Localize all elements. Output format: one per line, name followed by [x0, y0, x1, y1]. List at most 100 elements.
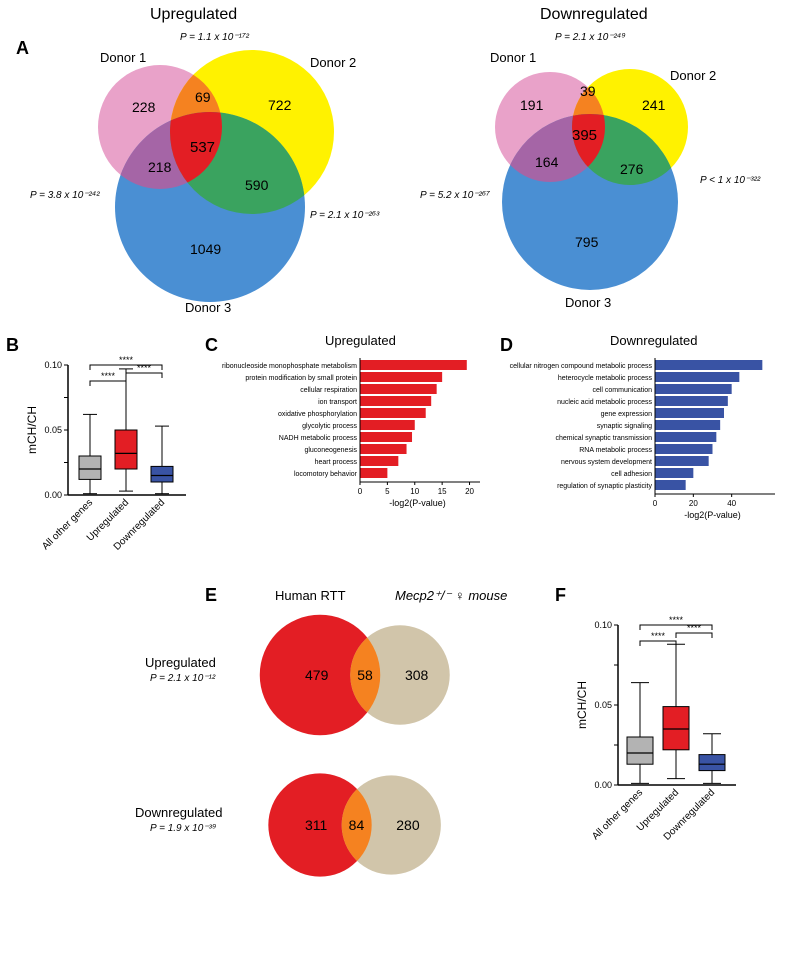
svg-text:0.05: 0.05 [594, 700, 612, 710]
panel-d-title: Downregulated [610, 333, 697, 348]
up-donor3-label: Donor 3 [185, 300, 231, 312]
e-up-title: Upregulated [145, 655, 216, 670]
svg-text:nucleic acid metabolic process: nucleic acid metabolic process [557, 399, 652, 406]
svg-text:cellular nitrogen compound met: cellular nitrogen compound metabolic pro… [510, 363, 653, 370]
dn-d1d3: 164 [535, 154, 559, 170]
dn-pval-d2d3: P < 1 x 10⁻³²² [700, 175, 760, 186]
svg-text:280: 280 [396, 817, 420, 833]
svg-text:0: 0 [358, 487, 363, 496]
svg-text:oxidative phosphorylation: oxidative phosphorylation [278, 411, 357, 418]
dn-d2d3: 276 [620, 161, 644, 177]
svg-text:****: **** [669, 615, 684, 625]
svg-text:regulation of synaptic plastic: regulation of synaptic plasticity [557, 483, 652, 490]
svg-text:mCH/CH: mCH/CH [575, 681, 589, 729]
svg-text:0.00: 0.00 [44, 490, 62, 500]
e-up-pval: P = 2.1 x 10⁻¹² [150, 673, 215, 684]
svg-text:20: 20 [465, 487, 474, 496]
svg-text:10: 10 [410, 487, 419, 496]
boxplot-f: 0.000.050.10mCH/CHAll other genesUpregul… [570, 590, 770, 890]
up-d2d3: 590 [245, 177, 269, 193]
up-d1d3: 218 [148, 159, 172, 175]
svg-text:0.00: 0.00 [594, 780, 612, 790]
up-pval-d1d2: P = 1.1 x 10⁻¹⁷² [180, 32, 249, 43]
svg-text:ion transport: ion transport [318, 399, 357, 406]
svg-text:0.10: 0.10 [44, 360, 62, 370]
bars-c: ribonucleoside monophosphate metabolism p… [210, 352, 490, 542]
dn-d1d2: 39 [580, 83, 596, 99]
upregulated-title-a: Upregulated [150, 6, 237, 24]
svg-text:heart process: heart process [315, 459, 358, 466]
dn-d2only: 241 [642, 97, 666, 113]
bars-d: cellular nitrogen compound metabolic pro… [505, 352, 795, 552]
svg-text:locomotory behavior: locomotory behavior [294, 471, 358, 478]
svg-text:cell communication: cell communication [592, 387, 652, 394]
e-dn-pval: P = 1.9 x 10⁻³⁹ [150, 823, 216, 834]
svg-text:****: **** [651, 631, 666, 641]
panel-b-label: B [6, 335, 19, 356]
svg-text:NADH metabolic process: NADH metabolic process [279, 435, 358, 442]
svg-text:heterocycle metabolic process: heterocycle metabolic process [558, 375, 653, 382]
svg-text:84: 84 [349, 817, 365, 833]
dn-donor1-label: Donor 1 [490, 50, 536, 65]
svg-text:20: 20 [689, 499, 698, 508]
svg-text:RNA metabolic process: RNA metabolic process [579, 447, 652, 454]
svg-text:cellular respiration: cellular respiration [300, 387, 357, 394]
panel-e-label: E [205, 585, 217, 606]
up-d3only: 1049 [190, 241, 221, 257]
panel-a-label: A [16, 38, 29, 59]
svg-text:synaptic signaling: synaptic signaling [597, 423, 652, 430]
panel-e-mouse: Mecp2⁺/⁻ ♀ mouse [395, 588, 507, 604]
e-dn-title: Downregulated [135, 805, 222, 820]
svg-text:-log2(P-value): -log2(P-value) [684, 510, 741, 520]
venn-up: Donor 1 Donor 2 Donor 3 228 722 1049 69 … [40, 32, 380, 312]
svg-text:0.10: 0.10 [594, 620, 612, 630]
venn-down: Donor 1 Donor 2 Donor 3 191 241 795 39 1… [420, 32, 760, 312]
dn-donor2-label: Donor 2 [670, 68, 716, 83]
panel-e-human: Human RTT [275, 588, 346, 603]
svg-text:15: 15 [438, 487, 447, 496]
up-pval-d2d3: P = 2.1 x 10⁻²⁶³ [310, 210, 379, 221]
dn-all: 395 [572, 127, 597, 144]
up-d1d2: 69 [195, 89, 211, 105]
svg-text:****: **** [119, 355, 134, 365]
svg-text:311: 311 [305, 817, 328, 833]
svg-text:glycolytic process: glycolytic process [302, 423, 357, 430]
svg-text:nervous system development: nervous system development [561, 459, 652, 466]
venn-e-down: 311 84 280 [250, 755, 510, 895]
downregulated-title-a: Downregulated [540, 6, 648, 24]
svg-text:mCH/CH: mCH/CH [25, 406, 39, 454]
dn-d1only: 191 [520, 97, 544, 113]
figure-root: Upregulated Downregulated A Donor 1 Dono… [0, 0, 800, 956]
svg-text:40: 40 [727, 499, 736, 508]
svg-text:All other genes: All other genes [590, 787, 645, 842]
up-all: 537 [190, 139, 215, 156]
dn-d3only: 795 [575, 234, 599, 250]
svg-text:****: **** [101, 371, 116, 381]
svg-text:ribonucleoside monophosphate m: ribonucleoside monophosphate metabolism [222, 363, 357, 370]
svg-text:chemical synaptic transmission: chemical synaptic transmission [556, 435, 653, 442]
svg-text:-log2(P-value): -log2(P-value) [389, 498, 446, 508]
up-d2only: 722 [268, 97, 292, 113]
up-donor2-label: Donor 2 [310, 55, 356, 70]
svg-text:All other genes: All other genes [40, 497, 95, 552]
svg-text:479: 479 [305, 667, 329, 683]
venn-e-up: 479 58 308 [250, 605, 510, 745]
svg-text:58: 58 [357, 667, 373, 683]
svg-text:0.05: 0.05 [44, 425, 62, 435]
panel-f-label: F [555, 585, 566, 606]
dn-donor3-label: Donor 3 [565, 295, 611, 310]
panel-c-title: Upregulated [325, 333, 396, 348]
boxplot-b: 0.000.050.10mCH/CHAll other genesUpregul… [20, 335, 200, 585]
svg-text:0: 0 [653, 499, 658, 508]
dn-pval-d1d2: P = 2.1 x 10⁻²⁴⁹ [555, 32, 626, 43]
svg-text:308: 308 [405, 667, 429, 683]
svg-text:cell adhesion: cell adhesion [611, 471, 652, 478]
svg-text:5: 5 [385, 487, 390, 496]
dn-pval-d1d3: P = 5.2 x 10⁻²⁶⁷ [420, 190, 490, 201]
svg-text:protein modification by small: protein modification by small protein [245, 375, 357, 382]
up-d1only: 228 [132, 99, 156, 115]
svg-text:gluconeogenesis: gluconeogenesis [304, 447, 357, 454]
svg-text:gene expression: gene expression [601, 411, 652, 418]
up-donor1-label: Donor 1 [100, 50, 146, 65]
up-pval-d1d3: P = 3.8 x 10⁻²⁴² [30, 190, 100, 201]
